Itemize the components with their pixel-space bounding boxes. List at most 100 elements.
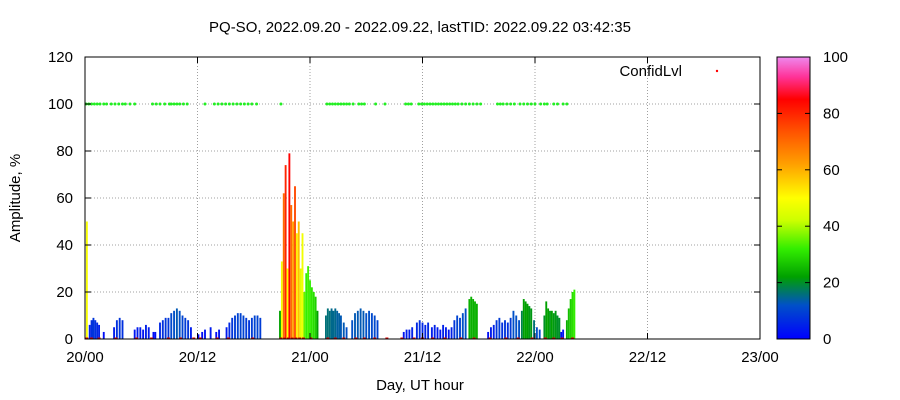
confidence-point: [242, 102, 246, 106]
y-axis-label: Amplitude, %: [7, 154, 24, 242]
amplitude-bar: [159, 322, 161, 339]
confidence-point: [279, 102, 283, 106]
confidence-point: [420, 102, 424, 106]
x-tick-label: 22/12: [629, 349, 667, 366]
confidence-point: [342, 102, 346, 106]
confidence-point: [172, 102, 176, 106]
confidence-point: [448, 102, 452, 106]
confidence-point: [235, 102, 239, 106]
amplitude-bar: [209, 327, 212, 339]
amplitude-bar: [297, 221, 300, 339]
confidence-point: [351, 102, 355, 106]
amplitude-bar: [445, 327, 447, 339]
confidence-point: [518, 102, 522, 106]
confidence-point: [417, 102, 421, 106]
amplitude-bar: [170, 313, 173, 339]
amplitude-bar: [427, 322, 430, 339]
confidence-point: [239, 102, 243, 106]
confidence-point: [328, 102, 332, 106]
amplitude-bar: [292, 221, 295, 339]
confidence-point: [501, 102, 505, 106]
amplitude-bar: [543, 315, 546, 339]
amplitude-bar: [373, 315, 376, 339]
confidence-point: [151, 102, 154, 106]
amplitude-bar: [234, 315, 236, 339]
amplitude-bar: [571, 292, 574, 339]
amplitude-bar: [161, 320, 164, 339]
confidence-point: [95, 102, 99, 106]
colorbar-tick-label: 100: [823, 49, 848, 66]
amplitude-bar: [512, 310, 515, 339]
colorbar: [776, 56, 811, 340]
confidence-point: [436, 102, 440, 106]
amplitude-bar: [436, 327, 439, 339]
confidence-point: [121, 102, 124, 106]
amplitude-bar: [218, 329, 220, 339]
colorbar-ticks: 0 20 40 60 80 100: [777, 49, 848, 348]
confidence-point: [154, 102, 158, 106]
amplitude-bar: [342, 322, 345, 339]
amplitude-bar: [245, 317, 248, 339]
amplitude-bar: [201, 331, 204, 339]
confidence-point: [552, 102, 556, 106]
confidence-point: [496, 102, 499, 106]
confidence-point: [471, 102, 475, 106]
amplitude-bar: [370, 313, 373, 339]
amplitude-bar: [215, 331, 218, 339]
confidence-point: [409, 102, 413, 106]
confidence-point: [113, 102, 117, 106]
amplitude-bar: [225, 327, 228, 339]
colorbar-tick-label: 60: [823, 162, 840, 179]
amplitude-bar: [402, 331, 405, 339]
confidence-point: [117, 102, 121, 106]
confidence-point: [422, 102, 426, 106]
confidence-point: [529, 102, 533, 106]
amplitude-bar: [474, 301, 476, 339]
confidence-points-group: [84, 102, 569, 106]
colorbar-tick-label: 0: [823, 331, 831, 348]
legend-label: ConfidLvl: [619, 63, 682, 80]
amplitude-bar: [415, 322, 418, 339]
confidence-point: [404, 102, 408, 106]
confidence-point: [425, 102, 429, 106]
amplitude-bar: [506, 322, 509, 339]
y-tick-label: 100: [48, 96, 73, 113]
amplitude-bar: [98, 324, 100, 339]
amplitude-bar: [495, 320, 498, 339]
confidence-point: [128, 102, 132, 106]
confidence-point: [98, 102, 102, 106]
confidence-point: [123, 102, 127, 106]
confidence-point: [434, 102, 438, 106]
confidence-point: [325, 102, 329, 106]
amplitude-bar: [338, 313, 340, 339]
confidence-point: [224, 102, 228, 106]
x-tick-label: 21/00: [291, 349, 329, 366]
amplitude-bar: [154, 331, 157, 339]
amplitude-bar: [356, 310, 359, 339]
amplitude-bar: [351, 320, 354, 339]
confidence-point: [565, 102, 569, 106]
confidence-point: [453, 102, 457, 106]
amplitude-bar: [472, 299, 475, 339]
amplitude-bar: [113, 327, 115, 339]
amplitude-bar: [533, 320, 535, 339]
amplitude-bar: [307, 266, 310, 339]
amplitude-bar: [316, 310, 319, 339]
amplitude-bar: [88, 324, 91, 339]
confidence-point: [428, 102, 432, 106]
confidence-point: [460, 102, 464, 106]
amplitude-bar: [239, 313, 242, 339]
confidence-point: [220, 102, 224, 106]
confidence-point: [439, 102, 443, 106]
confidence-point: [456, 102, 460, 106]
confidence-point: [163, 102, 167, 106]
confidence-point: [475, 102, 479, 106]
amplitude-bar: [136, 327, 139, 339]
amplitude-bar: [345, 327, 348, 339]
x-axis-ticks: 20/00 20/12 21/00 21/12 22/00 22/12 23/00: [66, 57, 779, 366]
amplitude-bar: [85, 221, 88, 339]
amplitude-bar: [228, 322, 231, 339]
confidence-point: [512, 102, 516, 106]
amplitude-bar: [305, 273, 308, 339]
amplitude-bar: [535, 327, 538, 339]
